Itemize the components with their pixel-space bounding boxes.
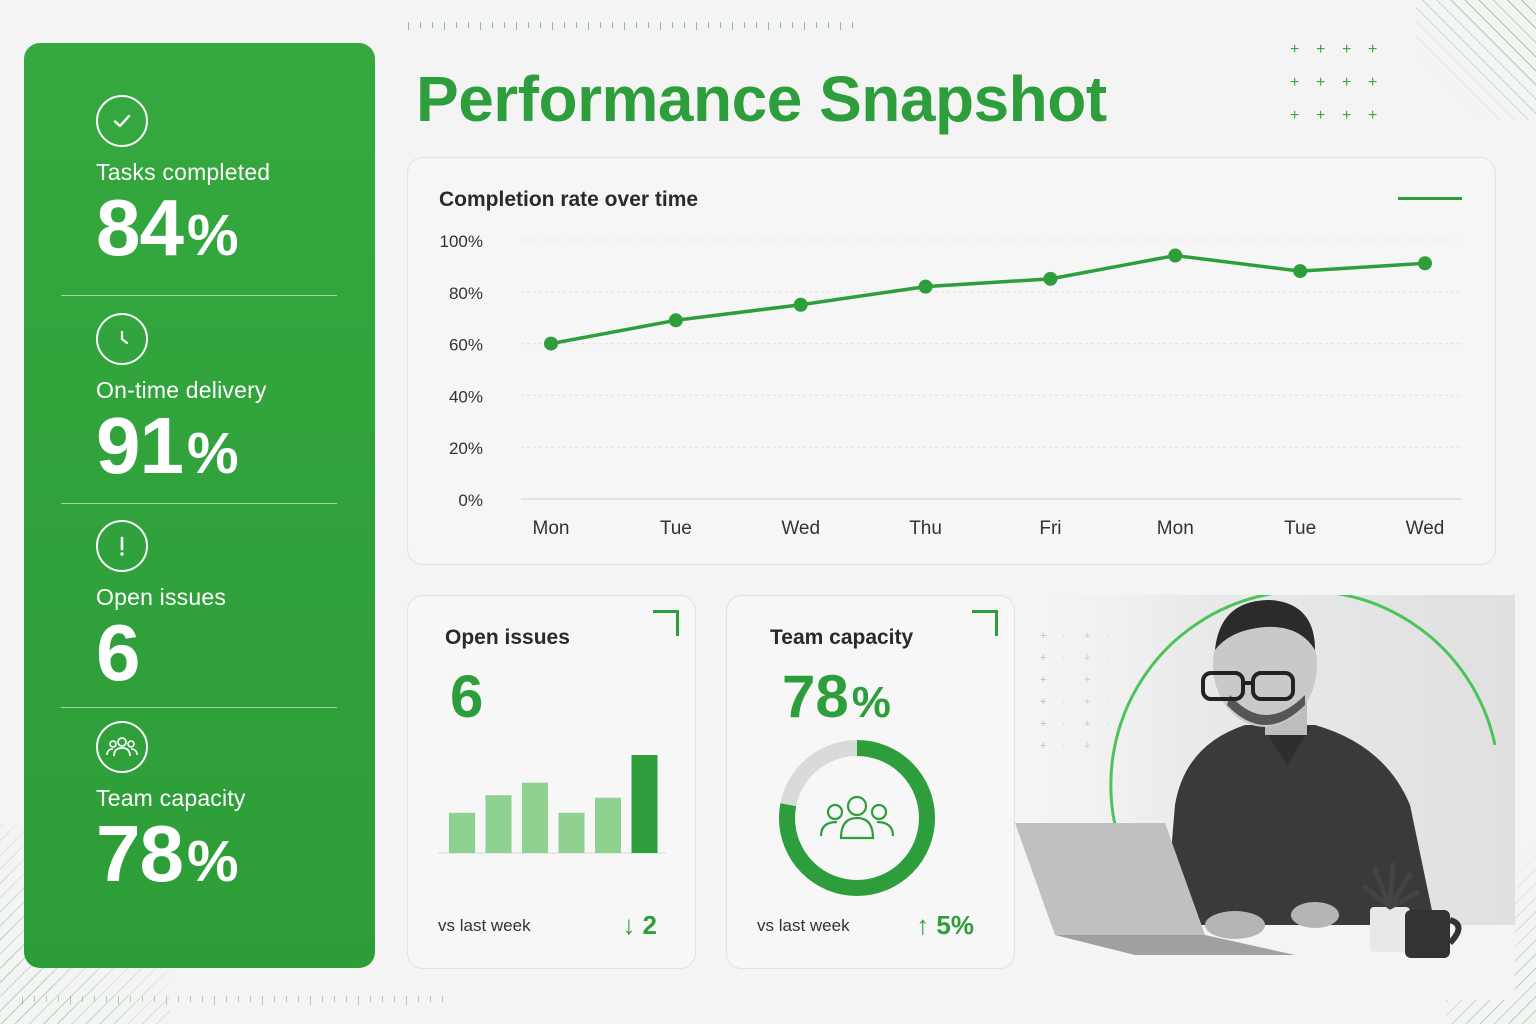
comparison-label: vs last week	[757, 916, 850, 935]
corner-accent	[653, 610, 679, 636]
kpi-label: Team capacity	[96, 785, 246, 811]
bar[interactable]	[485, 795, 512, 853]
decorative-hatch-top-right	[1416, 0, 1536, 120]
divider	[61, 707, 337, 708]
alert-circle-icon	[96, 520, 148, 572]
x-tick-label: Fri	[1039, 518, 1061, 539]
comparison-label: vs last week	[438, 916, 531, 935]
data-point[interactable]	[544, 336, 558, 351]
bar[interactable]	[595, 797, 621, 853]
open-issues-card[interactable]: Open issues 6 vs last week ↓ 2	[407, 595, 696, 969]
data-point[interactable]	[1418, 256, 1432, 271]
data-point[interactable]	[1043, 271, 1058, 286]
kpi-value: 84%	[96, 183, 239, 272]
bar[interactable]	[558, 812, 585, 853]
bar[interactable]	[449, 812, 475, 853]
x-tick-label: Tue	[1284, 518, 1316, 539]
kpi-open-issues[interactable]: Open issues 6	[96, 520, 356, 703]
kpi-label: Open issues	[96, 584, 227, 610]
kpi-tasks-completed[interactable]: Tasks completed 84%	[96, 95, 356, 278]
decorative-plus-grid: + + + + + + + + + + + +	[1290, 41, 1378, 124]
change-indicator: ↓ 2	[622, 910, 657, 940]
clock-icon	[96, 313, 148, 365]
data-point[interactable]	[1293, 264, 1308, 279]
team-icon	[96, 721, 148, 773]
kpi-label: Tasks completed	[96, 159, 271, 185]
x-tick-label: Thu	[909, 518, 942, 539]
y-tick-label: 40%	[449, 387, 483, 406]
x-tick-label: Mon	[1157, 518, 1194, 539]
kpi-on-time-delivery[interactable]: On-time delivery 91%	[96, 313, 356, 496]
data-point[interactable]	[918, 279, 933, 294]
team-icon	[819, 795, 895, 840]
card-value: 78%	[782, 663, 891, 730]
person-at-laptop-image	[1015, 595, 1515, 1000]
y-tick-label: 80%	[449, 284, 483, 303]
donut-progress	[779, 740, 935, 896]
legend-line	[1398, 197, 1462, 200]
x-tick-label: Mon	[533, 518, 570, 539]
y-tick-label: 0%	[458, 491, 483, 510]
chart-title: Completion rate over time	[439, 188, 699, 211]
check-circle-icon	[96, 95, 148, 147]
kpi-label: On-time delivery	[96, 377, 267, 403]
card-title: Team capacity	[770, 626, 914, 649]
card-title: Open issues	[445, 626, 570, 649]
issues-bar-chart	[438, 755, 666, 854]
data-point[interactable]	[793, 297, 808, 312]
x-tick-label: Wed	[781, 518, 820, 539]
team-capacity-card[interactable]: Team capacity 78% vs last week ↑ 5%	[726, 595, 1015, 969]
divider	[61, 295, 337, 296]
kpi-team-capacity[interactable]: Team capacity 78%	[96, 721, 356, 904]
card-value: 6	[450, 663, 484, 730]
kpi-sidebar: Tasks completed 84% On-time delivery 91%…	[24, 43, 375, 968]
series-line	[550, 253, 1426, 346]
capacity-donut	[779, 740, 935, 896]
change-indicator: ↑ 5%	[916, 910, 974, 940]
kpi-value: 91%	[96, 401, 239, 490]
corner-accent	[972, 610, 998, 636]
divider	[61, 503, 337, 504]
y-tick-label: 100%	[440, 232, 483, 251]
x-tick-label: Tue	[660, 518, 692, 539]
bar[interactable]	[631, 755, 658, 853]
completion-rate-chart-card: Completion rate over time 0% 20% 40% 60% 80%…	[407, 157, 1496, 565]
kpi-value: 6	[96, 608, 140, 697]
decorative-ticks-bottom	[22, 996, 443, 1006]
data-point[interactable]	[668, 313, 683, 328]
data-point[interactable]	[1168, 248, 1183, 263]
y-tick-label: 60%	[449, 336, 483, 355]
decorative-ticks-top	[408, 22, 853, 32]
bar[interactable]	[522, 782, 548, 853]
page-title: Performance Snapshot	[416, 63, 1107, 135]
x-tick-label: Wed	[1406, 518, 1445, 539]
kpi-value: 78%	[96, 809, 239, 898]
line-chart: 0% 20% 40% 60% 80% 100% Mon Tue Wed Thu Fri Mon Tue W…	[440, 232, 1462, 539]
y-tick-label: 20%	[449, 439, 483, 458]
